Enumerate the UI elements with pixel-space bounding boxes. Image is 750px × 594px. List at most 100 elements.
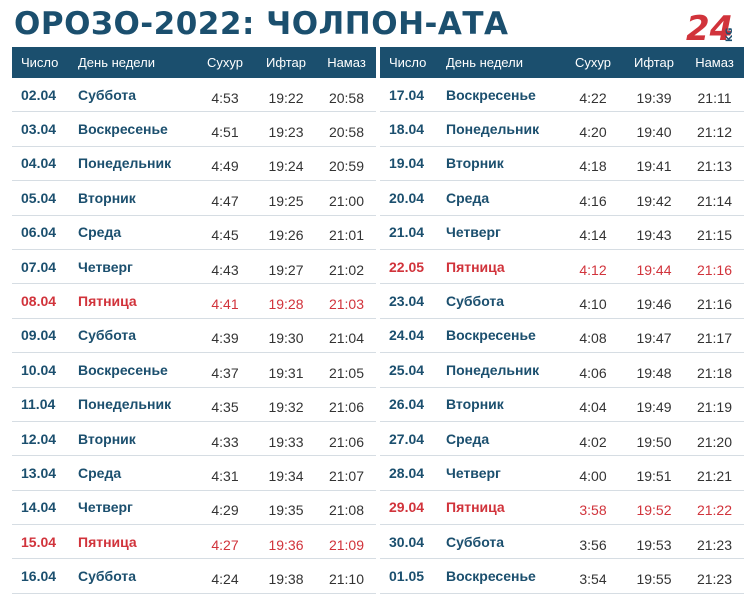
- cell-suhur: 4:47: [195, 180, 255, 216]
- cell-suhur: 4:02: [563, 421, 623, 457]
- cell-namaz: 21:07: [317, 455, 376, 491]
- cell-date: 22.05: [380, 249, 443, 285]
- cell-namaz: 21:06: [317, 421, 376, 457]
- cell-iftar: 19:43: [623, 215, 685, 250]
- table-row: 12.04 Вторник 4:33 19:33 21:06: [12, 421, 376, 457]
- cell-suhur: 4:04: [563, 387, 623, 422]
- cell-namaz: 21:04: [317, 318, 376, 354]
- cell-date: 28.04: [380, 455, 443, 491]
- cell-date: 04.04: [12, 146, 75, 182]
- cell-namaz: 21:23: [685, 524, 744, 560]
- table-row: 27.04 Среда 4:02 19:50 21:20: [380, 421, 744, 457]
- cell-namaz: 21:13: [685, 146, 744, 182]
- cell-suhur: 4:20: [563, 111, 623, 147]
- cell-day: Воскресенье: [75, 352, 195, 388]
- cell-date: 20.04: [380, 180, 443, 216]
- cell-date: 11.04: [12, 387, 75, 422]
- cell-day: Вторник: [75, 421, 195, 457]
- table-row: 05.04 Вторник 4:47 19:25 21:00: [12, 180, 376, 216]
- table-row: 14.04 Четверг 4:29 19:35 21:08: [12, 490, 376, 526]
- table-row: 26.04 Вторник 4:04 19:49 21:19: [380, 387, 744, 422]
- header-suhur: Сухур: [563, 47, 623, 78]
- cell-day: Суббота: [75, 318, 195, 354]
- cell-namaz: 21:16: [685, 249, 744, 285]
- cell-suhur: 4:22: [563, 78, 623, 113]
- cell-iftar: 19:38: [255, 558, 317, 594]
- header-namaz: Намаз: [317, 47, 376, 78]
- cell-namaz: 21:22: [685, 490, 744, 526]
- cell-day: Воскресенье: [443, 318, 563, 354]
- cell-day: Суббота: [443, 283, 563, 319]
- cell-date: 02.04: [12, 78, 75, 113]
- cell-namaz: 20:58: [317, 78, 376, 113]
- table-row: 28.04 Четверг 4:00 19:51 21:21: [380, 455, 744, 491]
- table-row: 09.04 Суббота 4:39 19:30 21:04: [12, 318, 376, 354]
- cell-day: Суббота: [443, 524, 563, 560]
- cell-date: 26.04: [380, 387, 443, 422]
- cell-iftar: 19:55: [623, 558, 685, 594]
- cell-date: 15.04: [12, 524, 75, 560]
- cell-iftar: 19:40: [623, 111, 685, 147]
- table-row: 10.04 Воскресенье 4:37 19:31 21:05: [12, 352, 376, 388]
- cell-suhur: 4:18: [563, 146, 623, 182]
- cell-namaz: 21:03: [317, 283, 376, 319]
- cell-day: Понедельник: [75, 146, 195, 182]
- table-row: 03.04 Воскресенье 4:51 19:23 20:58: [12, 111, 376, 147]
- header-date: Число: [380, 47, 443, 78]
- cell-day: Четверг: [75, 249, 195, 285]
- cell-date: 01.05: [380, 558, 443, 594]
- cell-day: Среда: [443, 421, 563, 457]
- cell-day: Среда: [443, 180, 563, 216]
- cell-day: Воскресенье: [75, 111, 195, 147]
- cell-date: 05.04: [12, 180, 75, 216]
- table-row: 23.04 Суббота 4:10 19:46 21:16: [380, 283, 744, 319]
- table-row: 08.04 Пятница 4:41 19:28 21:03: [12, 283, 376, 319]
- table-row: 06.04 Среда 4:45 19:26 21:01: [12, 215, 376, 250]
- cell-date: 09.04: [12, 318, 75, 354]
- table-body-left: 02.04 Суббота 4:53 19:22 20:58 03.04 Воскресен…: [12, 78, 376, 594]
- cell-day: Понедельник: [443, 352, 563, 388]
- cell-suhur: 4:45: [195, 215, 255, 250]
- table-row: 19.04 Вторник 4:18 19:41 21:13: [380, 146, 744, 182]
- table-header-row: Число День недели Сухур Ифтар Намаз: [380, 47, 744, 78]
- cell-suhur: 4:29: [195, 490, 255, 526]
- cell-iftar: 19:23: [255, 111, 317, 147]
- cell-suhur: 4:14: [563, 215, 623, 250]
- cell-iftar: 19:42: [623, 180, 685, 216]
- cell-day: Вторник: [75, 180, 195, 216]
- cell-iftar: 19:24: [255, 146, 317, 182]
- cell-namaz: 21:16: [685, 283, 744, 319]
- cell-iftar: 19:31: [255, 352, 317, 388]
- cell-iftar: 19:53: [623, 524, 685, 560]
- cell-day: Воскресенье: [443, 558, 563, 594]
- cell-date: 14.04: [12, 490, 75, 526]
- cell-date: 23.04: [380, 283, 443, 319]
- cell-namaz: 20:58: [317, 111, 376, 147]
- cell-day: Суббота: [75, 558, 195, 594]
- cell-suhur: 4:10: [563, 283, 623, 319]
- cell-date: 17.04: [380, 78, 443, 113]
- schedule-table-right: Число День недели Сухур Ифтар Намаз 17.0…: [380, 47, 744, 594]
- cell-namaz: 21:01: [317, 215, 376, 250]
- header-date: Число: [12, 47, 75, 78]
- cell-namaz: 21:11: [685, 78, 744, 113]
- cell-iftar: 19:34: [255, 455, 317, 491]
- cell-date: 19.04: [380, 146, 443, 182]
- cell-suhur: 4:53: [195, 78, 255, 113]
- cell-suhur: 4:00: [563, 455, 623, 491]
- cell-namaz: 21:18: [685, 352, 744, 388]
- logo-number: 24: [686, 9, 733, 46]
- table-row: 24.04 Воскресенье 4:08 19:47 21:17: [380, 318, 744, 354]
- schedule-tables: Число День недели Сухур Ифтар Намаз 02.0…: [12, 47, 744, 594]
- cell-day: Суббота: [75, 78, 195, 113]
- cell-namaz: 21:21: [685, 455, 744, 491]
- cell-suhur: 4:27: [195, 524, 255, 560]
- cell-day: Четверг: [75, 490, 195, 526]
- header-namaz: Намаз: [685, 47, 744, 78]
- cell-suhur: 4:41: [195, 283, 255, 319]
- cell-namaz: 21:14: [685, 180, 744, 216]
- cell-date: 07.04: [12, 249, 75, 285]
- cell-iftar: 19:26: [255, 215, 317, 250]
- cell-date: 25.04: [380, 352, 443, 388]
- cell-day: Вторник: [443, 146, 563, 182]
